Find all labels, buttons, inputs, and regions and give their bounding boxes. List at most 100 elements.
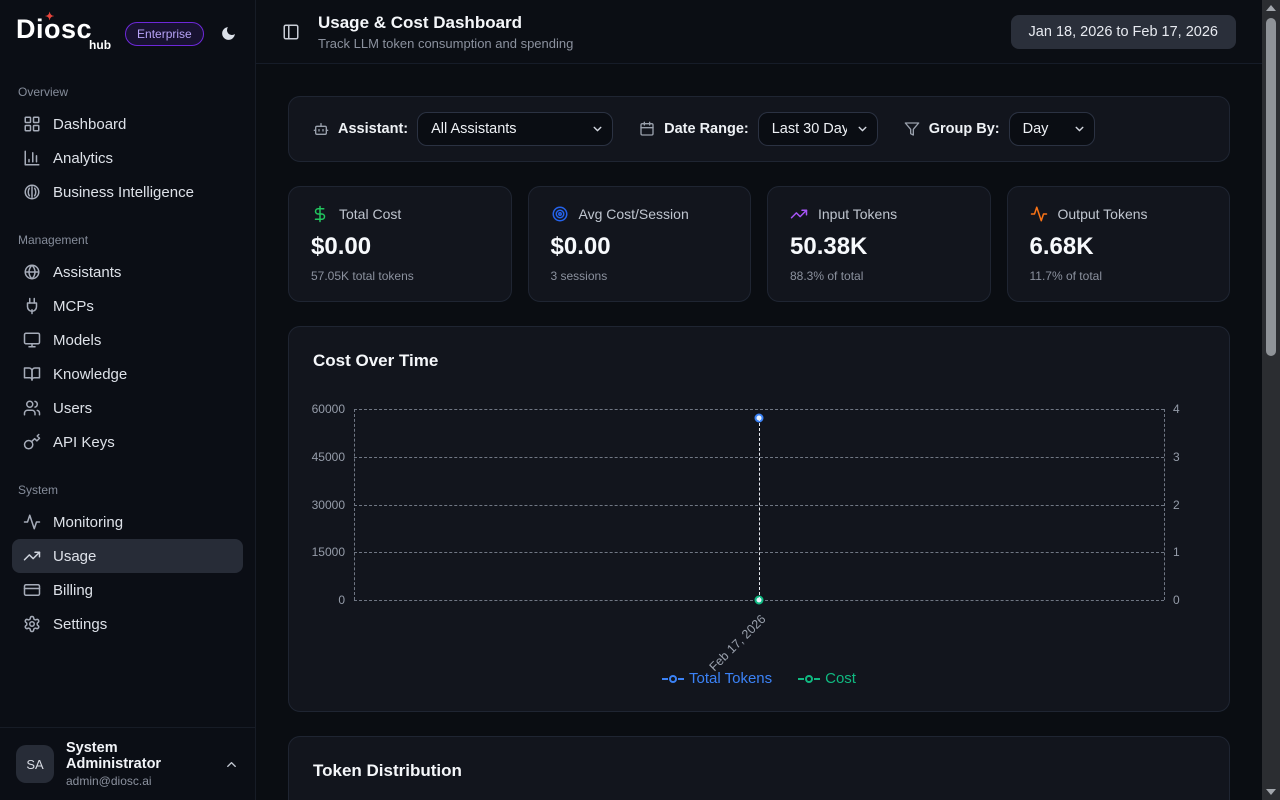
y-axis-tick-left: 45000: [311, 449, 345, 464]
sidebar-toggle-icon[interactable]: [282, 23, 300, 41]
stat-subtext: 3 sessions: [550, 269, 608, 283]
legend-label: Total Tokens: [689, 670, 773, 687]
sidebar-item-billing[interactable]: Billing: [12, 573, 243, 607]
sidebar-item-label: Monitoring: [53, 513, 124, 531]
filter-assistant: Assistant: All Assistants: [313, 112, 614, 146]
chart-plot-area: 0 15000 30000 45000 60000 0 1 2 3 4 Feb 17, 2026: [312, 402, 1205, 674]
active-point-reference-line: [759, 418, 760, 600]
date-range-filter-label: Date Range:: [664, 121, 749, 137]
page-title: Usage & Cost Dashboard: [318, 12, 523, 32]
monitor-icon: [23, 331, 41, 349]
calendar-icon: [639, 121, 655, 137]
legend-item-total-tokens[interactable]: Total Tokens: [662, 670, 772, 687]
legend-marker-icon: [662, 674, 685, 683]
brain-icon: [23, 183, 41, 201]
activity-icon: [1030, 205, 1048, 223]
stat-subtext: 11.7% of total: [1029, 269, 1103, 283]
sidebar: Diosc ✦ hub Enterprise Overview Dashboard An…: [0, 0, 256, 800]
stat-subtext: 57.05K total tokens: [311, 269, 414, 283]
sidebar-item-monitoring[interactable]: Monitoring: [12, 505, 243, 539]
sidebar-item-label: Knowledge: [53, 365, 128, 383]
date-range-button[interactable]: Jan 18, 2026 to Feb 17, 2026: [1010, 14, 1236, 49]
sidebar-item-label: API Keys: [53, 433, 115, 451]
trending-up-icon: [23, 547, 41, 565]
stat-label: Input Tokens: [818, 206, 898, 222]
sidebar-item-api-keys[interactable]: API Keys: [12, 425, 243, 459]
filter-group-by: Group By: Day: [904, 112, 1095, 146]
legend-item-cost[interactable]: Cost: [798, 670, 856, 687]
y-axis-tick-left: 30000: [311, 497, 345, 512]
chevron-up-icon[interactable]: [224, 757, 239, 772]
plug-icon: [23, 297, 41, 315]
stat-card-avg-cost-session: Avg Cost/Session $0.00 3 sessions: [527, 186, 751, 302]
user-menu[interactable]: SA System Administrator admin@diosc.ai: [0, 727, 255, 800]
legend-label: Cost: [825, 670, 856, 687]
scroll-up-arrow-icon[interactable]: [1266, 5, 1276, 11]
y-axis-tick-right: 1: [1173, 545, 1180, 560]
bar-chart-icon: [23, 149, 41, 167]
y-axis-tick-right: 2: [1173, 497, 1180, 512]
chart-right-axis-line: [1164, 409, 1165, 600]
stat-card-total-cost: Total Cost $0.00 57.05K total tokens: [288, 186, 512, 302]
chart-left-axis-line: [354, 409, 355, 600]
sidebar-item-business-intelligence[interactable]: Business Intelligence: [12, 175, 243, 209]
chart-gridline: [354, 409, 1164, 410]
app-logo: Diosc ✦ hub: [16, 12, 111, 52]
x-axis-tick-label: Feb 17, 2026: [706, 612, 769, 674]
vertical-scrollbar[interactable]: [1262, 0, 1280, 800]
date-range-select[interactable]: Last 30 Days: [757, 112, 878, 146]
stat-subtext: 88.3% of total: [790, 269, 864, 283]
sidebar-item-label: Settings: [53, 615, 108, 633]
y-axis-tick-left: 0: [338, 593, 345, 607]
assistant-select[interactable]: All Assistants: [417, 112, 614, 146]
stat-card-input-tokens: Input Tokens 50.38K 88.3% of total: [767, 186, 991, 302]
sidebar-item-label: Dashboard: [53, 115, 127, 133]
stat-value: 6.68K: [1029, 233, 1094, 260]
y-axis-tick-left: 15000: [311, 545, 345, 560]
enterprise-badge: Enterprise: [125, 21, 204, 46]
stat-label: Total Cost: [339, 206, 402, 222]
globe-icon: [23, 263, 41, 281]
stat-label: Output Tokens: [1057, 206, 1148, 222]
group-by-select[interactable]: Day: [1008, 112, 1095, 146]
y-axis-tick-right: 4: [1173, 402, 1180, 416]
token-distribution-title: Token Distribution: [313, 761, 462, 780]
chart-plot: 0 15000 30000 45000 60000 0 1 2 3 4 Feb 17, 2026: [312, 402, 1180, 674]
sidebar-item-knowledge[interactable]: Knowledge: [12, 357, 243, 391]
scrollbar-thumb[interactable]: [1266, 18, 1276, 356]
nav-section-label: System: [18, 483, 59, 497]
token-distribution-card: Token Distribution: [288, 736, 1230, 800]
key-icon: [23, 433, 41, 451]
dark-mode-toggle-moon-icon[interactable]: [220, 25, 237, 42]
sidebar-item-usage[interactable]: Usage: [12, 539, 243, 573]
user-meta: System Administrator admin@diosc.ai: [66, 740, 212, 788]
stat-card-output-tokens: Output Tokens 6.68K 11.7% of total: [1006, 186, 1230, 302]
sidebar-item-assistants[interactable]: Assistants: [12, 255, 243, 289]
sidebar-item-label: MCPs: [53, 297, 94, 315]
y-axis-tick-right: 3: [1173, 449, 1180, 464]
stat-value: $0.00: [550, 233, 611, 260]
chart-legend: Total Tokens Cost: [313, 670, 1205, 687]
logo-text: Diosc: [16, 14, 93, 44]
sidebar-item-analytics[interactable]: Analytics: [12, 141, 243, 175]
page-title-block: Usage & Cost Dashboard Track LLM token c…: [318, 13, 993, 51]
page-subtitle: Track LLM token consumption and spending: [318, 35, 574, 51]
y-axis-tick-left: 60000: [311, 402, 345, 416]
main-area: Usage & Cost Dashboard Track LLM token c…: [256, 0, 1262, 800]
bot-icon: [313, 121, 329, 137]
filters-bar: Assistant: All Assistants Date Range: La…: [288, 96, 1230, 162]
sidebar-item-label: Models: [53, 331, 102, 349]
scroll-down-arrow-icon[interactable]: [1266, 789, 1276, 795]
sidebar-item-models[interactable]: Models: [12, 323, 243, 357]
sidebar-item-mcps[interactable]: MCPs: [12, 289, 243, 323]
credit-card-icon: [23, 581, 41, 599]
sidebar-item-users[interactable]: Users: [12, 391, 243, 425]
group-by-filter-label: Group By:: [928, 121, 1000, 137]
sidebar-item-label: Billing: [53, 581, 94, 599]
dollar-icon: [311, 205, 329, 223]
sidebar-item-settings[interactable]: Settings: [12, 607, 243, 641]
sidebar-item-label: Analytics: [53, 149, 114, 167]
top-bar: Usage & Cost Dashboard Track LLM token c…: [256, 0, 1262, 64]
sidebar-item-dashboard[interactable]: Dashboard: [12, 107, 243, 141]
assistant-filter-label: Assistant:: [338, 121, 409, 137]
